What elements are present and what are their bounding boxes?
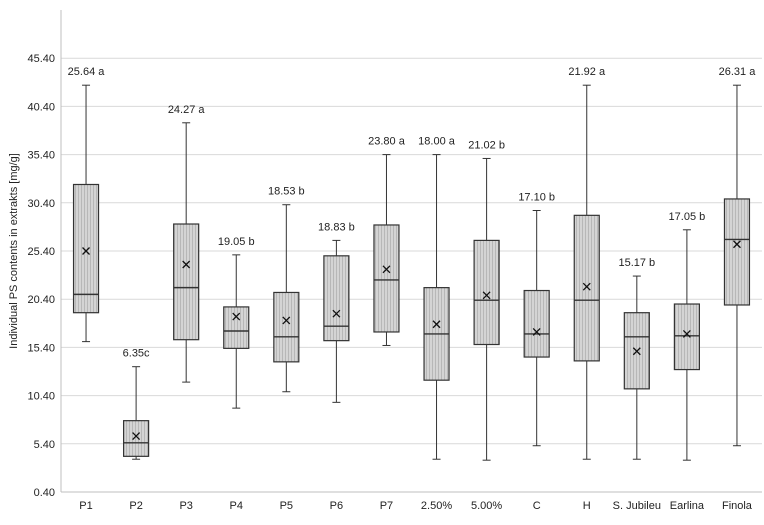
- x-tick-label: P2: [129, 500, 142, 512]
- data-label: 21.92 a: [568, 66, 606, 78]
- x-tick-label: P7: [380, 500, 393, 512]
- y-tick-label: 45.40: [27, 53, 55, 65]
- y-tick-labels: 0.40 5.40 10.40 15.40 20.40 25.40 30.40 35.40 40…: [27, 53, 55, 499]
- iqr-box: [273, 291, 300, 363]
- box-s-jubileu: [623, 275, 650, 460]
- x-tick-label: P3: [179, 500, 192, 512]
- iqr-box: [523, 289, 550, 358]
- mean-marker: [532, 328, 541, 336]
- box-earlina: [673, 229, 700, 461]
- y-tick-label: 15.40: [27, 342, 55, 354]
- data-label: 18.83 b: [318, 221, 355, 233]
- y-tick-label: 40.40: [27, 101, 55, 113]
- box-c: [523, 210, 550, 447]
- x-tick-label: Finola: [722, 500, 753, 512]
- box-p6: [323, 239, 350, 403]
- data-label: 6.35c: [123, 348, 150, 360]
- x-tick-label: P5: [280, 500, 293, 512]
- y-tick-label: 5.40: [34, 439, 55, 451]
- box-5-00-: [473, 157, 500, 461]
- iqr-box: [723, 198, 751, 306]
- iqr-box: [473, 239, 500, 346]
- mean-marker: [382, 265, 391, 274]
- box-finola: [723, 84, 751, 447]
- iqr-box: [173, 223, 200, 341]
- data-label: 21.02 b: [468, 139, 505, 151]
- data-label: 15.17 b: [618, 257, 655, 269]
- data-label: 18.53 b: [268, 186, 305, 198]
- data-label: 26.31 a: [719, 66, 757, 78]
- x-tick-label: C: [533, 500, 541, 512]
- box-h: [573, 84, 600, 460]
- box-p2: [123, 366, 150, 460]
- mean-marker: [632, 347, 641, 356]
- x-tick-label: 2.50%: [421, 500, 452, 512]
- mean-marker: [82, 247, 90, 255]
- y-tick-label: 35.40: [27, 150, 55, 162]
- mean-marker: [232, 312, 241, 321]
- mean-marker: [733, 240, 741, 249]
- data-label: 25.64 a: [68, 66, 106, 78]
- mean-marker: [282, 316, 291, 325]
- x-tick-label: P6: [330, 500, 343, 512]
- x-tick-label: P1: [79, 500, 92, 512]
- mean-marker: [432, 320, 441, 329]
- data-label: 24.27 a: [168, 104, 206, 116]
- x-tick-label: 5.00%: [471, 500, 502, 512]
- iqr-box: [573, 214, 600, 362]
- box-p4: [223, 254, 250, 409]
- data-label: 18.00 a: [418, 136, 456, 148]
- mean-marker: [132, 432, 141, 441]
- mean-marker: [582, 282, 591, 291]
- mean-marker: [332, 309, 341, 318]
- data-label: 23.80 a: [368, 136, 406, 148]
- y-axis-title: Individual PS contents in extrakts [mg/g…: [8, 153, 20, 349]
- iqr-box: [323, 255, 350, 342]
- axes: [60, 10, 762, 493]
- mean-marker: [482, 291, 491, 300]
- y-tick-label: 0.40: [34, 487, 55, 499]
- mean-marker: [682, 329, 691, 338]
- x-tick-label: H: [583, 500, 591, 512]
- y-tick-label: 25.40: [27, 246, 55, 258]
- data-label: 19.05 b: [218, 236, 255, 248]
- data-labels: 25.64 a 6.35c 24.27 a 19.05 b 18.53 b 18.83 b…: [68, 66, 757, 359]
- mean-marker: [182, 260, 191, 269]
- iqr-box: [673, 303, 700, 371]
- iqr-box: [72, 183, 100, 314]
- iqr-box: [223, 306, 250, 349]
- gridlines: [61, 57, 762, 493]
- x-tick-label: S. Jubileu: [613, 500, 661, 512]
- data-label: 17.05 b: [669, 211, 706, 223]
- y-tick-label: 20.40: [27, 294, 55, 306]
- iqr-box: [373, 224, 400, 333]
- y-tick-label: 10.40: [27, 391, 55, 403]
- box-2-50-: [423, 154, 450, 460]
- box-p3: [173, 122, 200, 383]
- iqr-box: [123, 420, 150, 457]
- x-tick-label: Earlina: [670, 500, 705, 512]
- x-tick-label: P4: [230, 500, 243, 512]
- x-tick-labels: P1 P2 P3 P4 P5 P6 P7 2.50% 5.00% C H S. Jubileu Earl…: [79, 500, 753, 512]
- box-series: [72, 84, 751, 461]
- y-tick-label: 30.40: [27, 198, 55, 210]
- data-label: 17.10 b: [518, 192, 555, 204]
- box-p5: [273, 204, 300, 393]
- box-p7: [373, 154, 400, 346]
- box-p1: [72, 84, 100, 343]
